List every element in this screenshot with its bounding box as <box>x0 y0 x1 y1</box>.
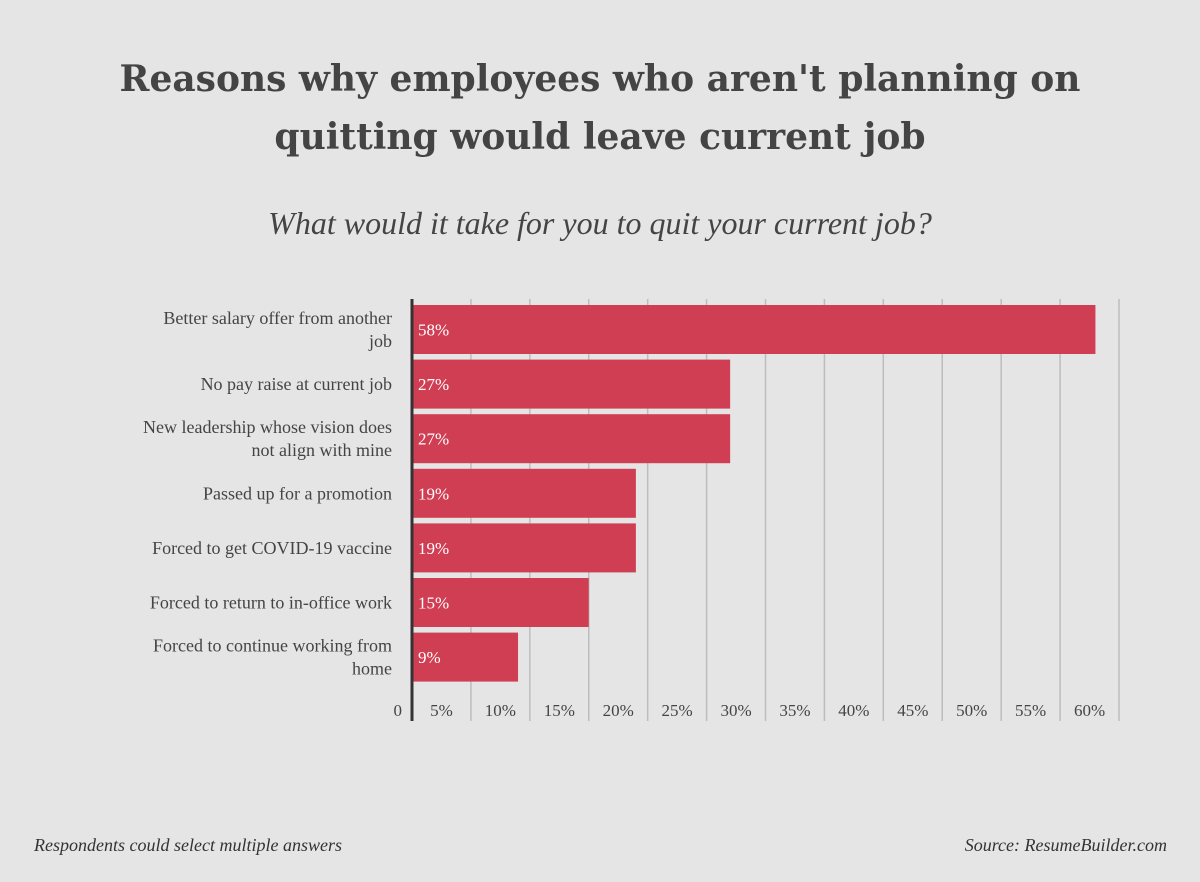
data-label: 58% <box>418 321 449 340</box>
bar <box>413 414 731 464</box>
chart-title: Reasons why employees who aren't plannin… <box>119 58 1081 158</box>
x-tick-label: 5% <box>430 701 453 720</box>
category-label: Better salary offer from another job <box>163 308 392 351</box>
data-label: 27% <box>418 430 449 449</box>
x-tick-label: 0 <box>394 701 403 720</box>
x-tick-label: 35% <box>779 701 810 720</box>
bar <box>413 468 636 518</box>
bar <box>413 578 589 627</box>
x-tick-label: 40% <box>838 701 869 720</box>
x-tick-labels: 0 5% 10% 15% 20% 25% 30% 35% 40% 45% 50% 55% 60% <box>394 701 1106 720</box>
x-tick-label: 55% <box>1015 701 1046 720</box>
category-labels: Better salary offer from another job No pa… <box>143 308 392 679</box>
bar <box>413 632 519 682</box>
x-tick-label: 10% <box>485 701 516 720</box>
category-label: Forced to return to in-office work <box>150 593 392 613</box>
x-tick-label: 30% <box>720 701 751 720</box>
category-label: Forced to get COVID-19 vaccine <box>152 538 392 558</box>
bar <box>413 523 636 573</box>
x-tick-label: 25% <box>662 701 693 720</box>
x-tick-label: 20% <box>603 701 634 720</box>
data-label: 19% <box>418 539 449 558</box>
bars: 58% 27% 27% 19% 19% 15% 9% <box>413 305 1096 682</box>
data-label: 27% <box>418 375 449 394</box>
x-tick-label: 45% <box>897 701 928 720</box>
source-note: Source: ResumeBuilder.com <box>964 835 1167 855</box>
bar <box>413 359 731 409</box>
x-tick-label: 60% <box>1074 701 1105 720</box>
chart-subtitle: What would it take for you to quit your … <box>268 205 932 241</box>
category-label: No pay raise at current job <box>201 374 392 394</box>
category-label: Forced to continue working from home <box>153 636 392 679</box>
data-label: 19% <box>418 484 449 503</box>
category-label: New leadership whose vision does not alig… <box>143 417 392 460</box>
bar <box>413 305 1096 354</box>
data-label: 15% <box>418 594 449 613</box>
x-tick-label: 50% <box>956 701 987 720</box>
x-tick-label: 15% <box>544 701 575 720</box>
data-label: 9% <box>418 648 441 667</box>
footnote: Respondents could select multiple answer… <box>34 835 342 855</box>
category-label: Passed up for a promotion <box>203 483 392 503</box>
